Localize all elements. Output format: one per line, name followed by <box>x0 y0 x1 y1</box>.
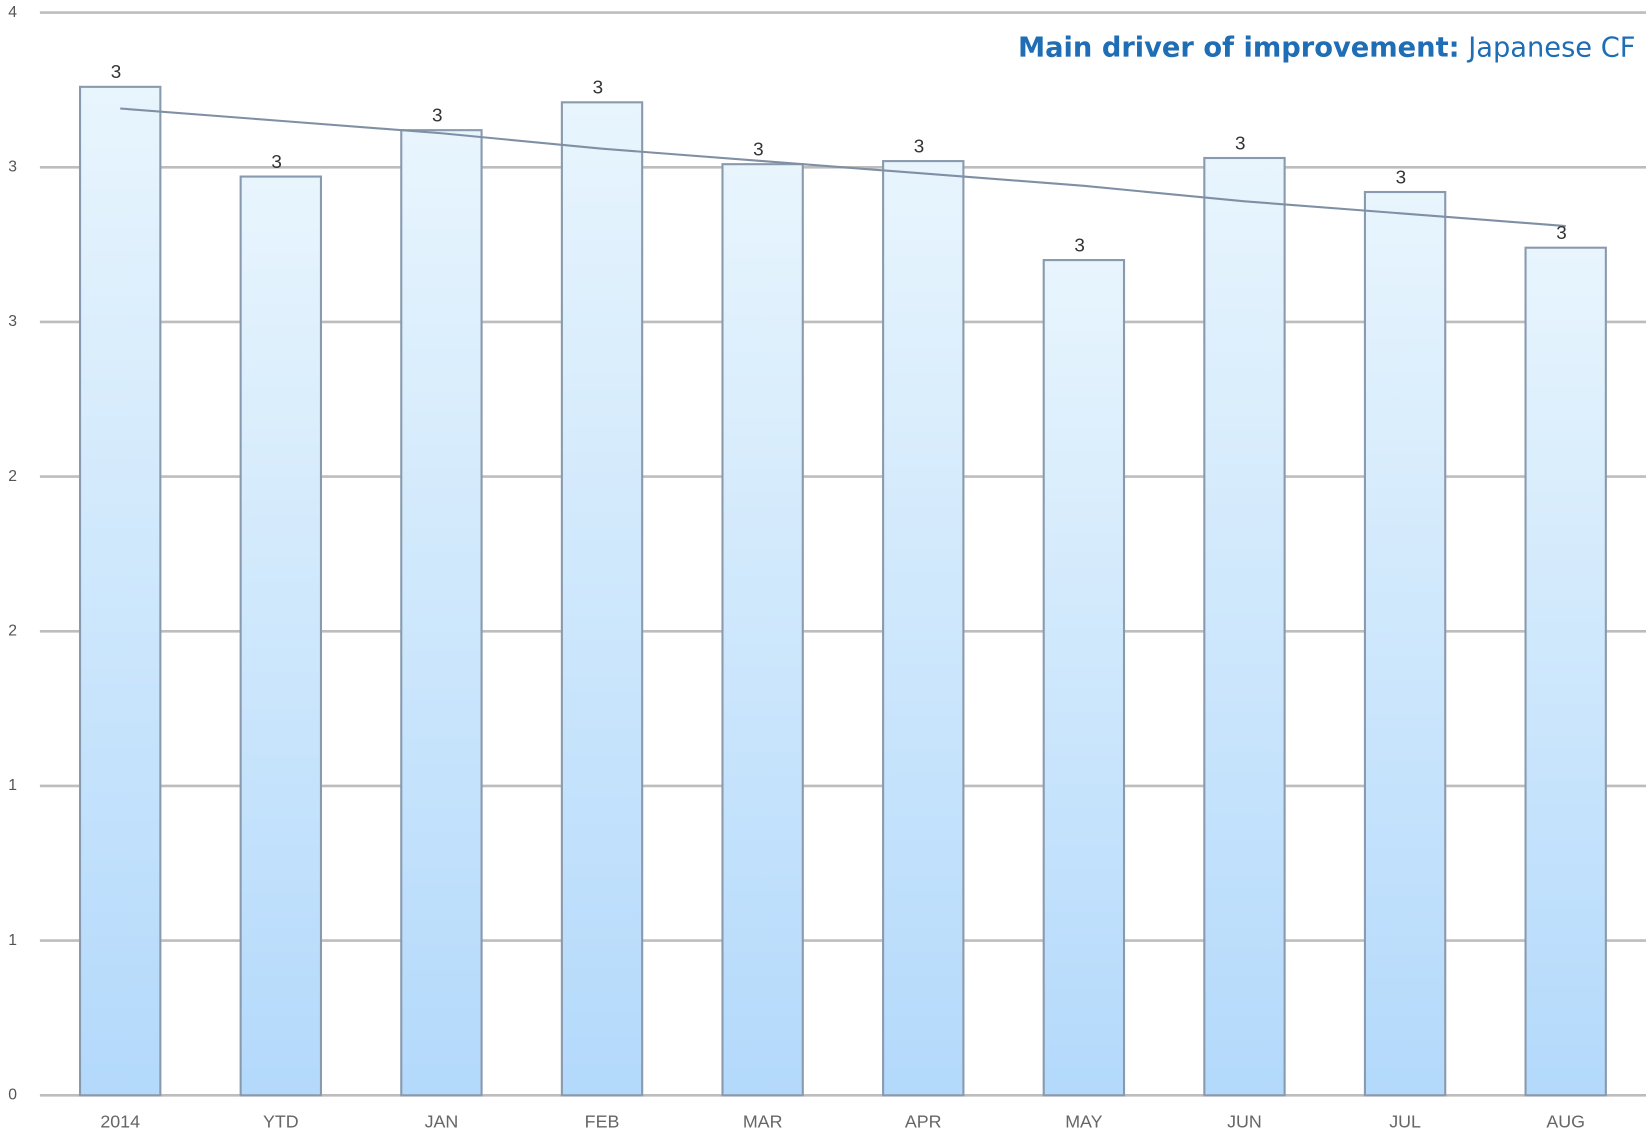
value-label: 3 <box>432 105 442 126</box>
x-tick-label: JUN <box>1227 1111 1262 1131</box>
trendline <box>120 107 1566 228</box>
y-tick-label: 3 <box>8 313 17 330</box>
x-tick-label: AUG <box>1546 1111 1585 1131</box>
value-label: 3 <box>1074 235 1084 256</box>
x-tick-label: JUL <box>1389 1111 1421 1131</box>
value-label: 3 <box>1235 133 1245 154</box>
bar <box>721 163 804 1097</box>
bar <box>1363 190 1447 1097</box>
bar <box>1524 246 1607 1097</box>
value-label: 3 <box>593 78 603 99</box>
value-label: 3 <box>111 62 121 83</box>
y-tick-label: 1 <box>8 932 17 949</box>
x-tick-label: MAR <box>743 1111 783 1131</box>
y-tick-label: 2 <box>8 622 17 639</box>
bar <box>400 129 483 1097</box>
bar <box>78 85 162 1097</box>
bar <box>239 175 323 1097</box>
x-tick-label: 2014 <box>100 1111 140 1131</box>
y-tick-label: 2 <box>8 468 17 485</box>
x-tick-label: MAY <box>1065 1111 1102 1131</box>
labels: 0 1 1 2 2 3 3 4 2014 3 YTD 3 JAN 3 FEB 3 MAR 3 APR 3 MAY 3 JUN… <box>8 4 1585 1131</box>
value-label: 3 <box>914 136 924 157</box>
bar <box>1203 156 1286 1097</box>
y-tick-label: 0 <box>8 1086 17 1103</box>
value-label: 3 <box>753 140 763 161</box>
annotation-text: Japanese CF <box>1466 32 1635 63</box>
annotation: Main driver of improvement: Japanese CF <box>1018 32 1635 63</box>
x-tick-label: APR <box>905 1111 942 1131</box>
x-tick-label: JAN <box>425 1111 459 1131</box>
bar <box>560 101 644 1097</box>
bars <box>78 85 1607 1097</box>
y-tick-label: 4 <box>8 4 17 21</box>
y-tick-label: 3 <box>8 158 17 175</box>
y-tick-label: 1 <box>8 777 17 794</box>
value-label: 3 <box>271 152 281 173</box>
annotation-bold: Main driver of improvement: <box>1018 32 1460 63</box>
x-tick-label: YTD <box>263 1111 299 1131</box>
value-label: 3 <box>1556 223 1566 244</box>
x-tick-label: FEB <box>585 1111 620 1131</box>
bar <box>1042 259 1126 1097</box>
bar <box>882 160 965 1097</box>
value-label: 3 <box>1396 167 1406 188</box>
